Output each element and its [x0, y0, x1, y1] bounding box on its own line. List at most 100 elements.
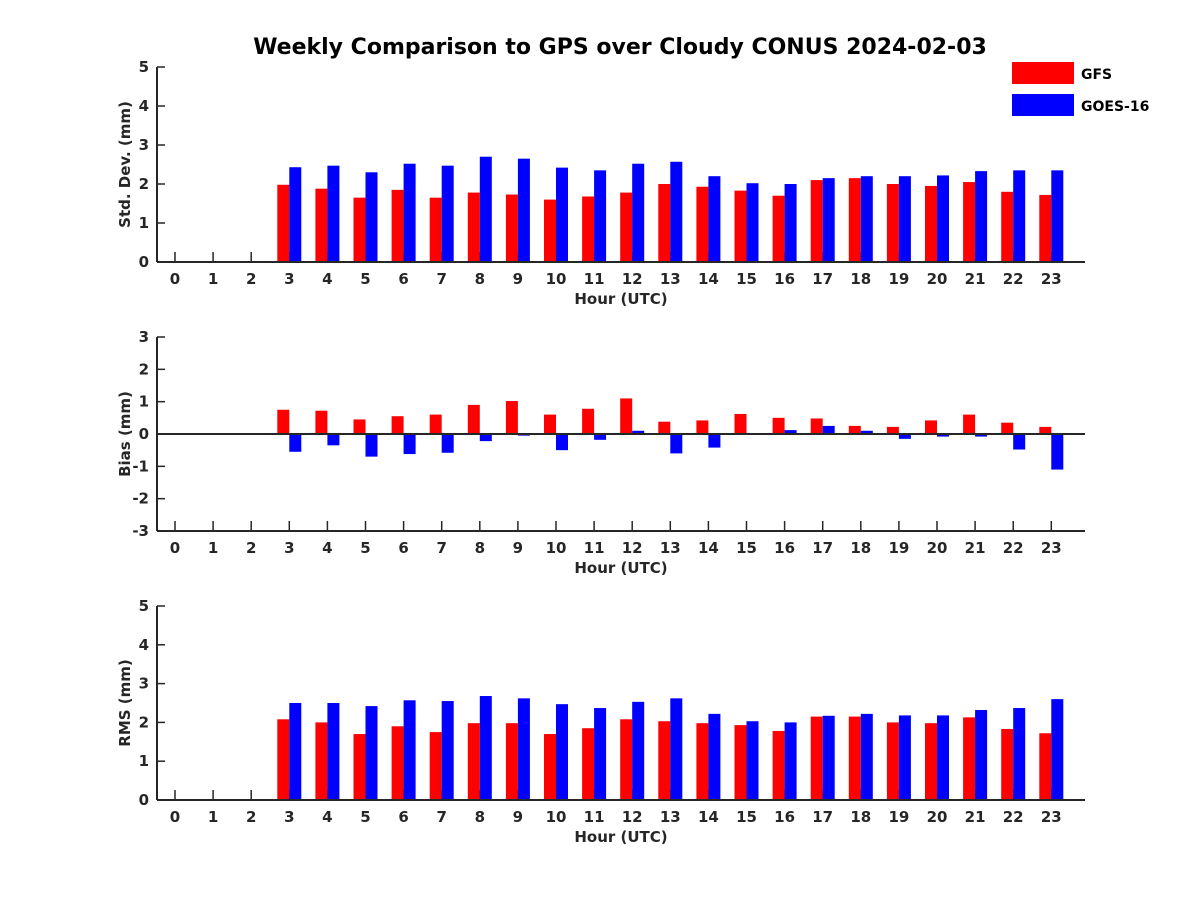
bar-goes-16-hour-15 [746, 183, 759, 262]
bar-gfs-hour-5 [353, 419, 366, 434]
x-tick-label: 15 [736, 539, 757, 557]
bar-gfs-hour-16 [772, 730, 785, 800]
bar-goes-16-hour-11 [594, 170, 607, 262]
bar-gfs-hour-13 [658, 421, 671, 434]
bar-goes-16-hour-7 [441, 165, 454, 262]
bar-goes-16-hour-5 [365, 434, 378, 457]
y-tick-label: 5 [139, 58, 149, 76]
bar-gfs-hour-9 [505, 723, 518, 800]
bar-gfs-hour-12 [620, 192, 633, 262]
x-tick-label: 3 [284, 270, 294, 288]
bar-goes-16-hour-6 [403, 700, 416, 800]
x-tick-label: 17 [812, 270, 833, 288]
bar-gfs-hour-21 [963, 717, 976, 800]
bar-gfs-hour-6 [391, 189, 404, 262]
y-tick-label: 2 [139, 360, 149, 378]
y-tick-label: 1 [139, 214, 149, 232]
x-tick-label: 2 [246, 270, 256, 288]
y-tick-label: 4 [139, 97, 149, 115]
bar-goes-16-hour-4 [327, 703, 340, 800]
x-tick-label: 12 [622, 539, 643, 557]
bar-goes-16-hour-12 [632, 430, 645, 434]
bar-goes-16-hour-21 [975, 171, 988, 262]
bar-gfs-hour-15 [734, 413, 747, 434]
x-tick-label: 18 [850, 270, 871, 288]
bar-goes-16-hour-23 [1051, 434, 1064, 470]
x-tick-label: 19 [888, 808, 909, 826]
bar-gfs-hour-15 [734, 190, 747, 262]
bar-goes-16-hour-23 [1051, 170, 1064, 262]
bar-gfs-hour-22 [1001, 422, 1014, 434]
bar-gfs-hour-13 [658, 184, 671, 262]
bar-goes-16-hour-10 [556, 704, 568, 800]
bar-goes-16-hour-13 [670, 434, 683, 454]
x-axis-label: Hour (UTC) [574, 559, 667, 577]
y-axis-label: RMS (mm) [116, 659, 134, 746]
bar-gfs-hour-23 [1039, 194, 1052, 262]
bar-goes-16-hour-10 [556, 434, 568, 451]
bar-gfs-hour-20 [925, 420, 937, 434]
x-tick-label: 9 [513, 270, 523, 288]
y-tick-label: -1 [132, 457, 149, 475]
bar-goes-16-hour-10 [556, 167, 568, 262]
bar-goes-16-hour-14 [708, 434, 721, 448]
x-tick-label: 5 [360, 539, 370, 557]
bar-goes-16-hour-5 [365, 706, 378, 800]
bar-gfs-hour-14 [696, 723, 709, 800]
y-tick-label: -3 [132, 522, 149, 540]
bar-goes-16-hour-13 [670, 698, 683, 800]
x-tick-label: 20 [927, 539, 948, 557]
bar-goes-16-hour-9 [517, 158, 530, 262]
y-tick-label: 2 [139, 175, 149, 193]
bar-goes-16-hour-20 [937, 434, 949, 437]
x-tick-label: 16 [774, 808, 795, 826]
y-tick-label: 5 [139, 597, 149, 615]
x-tick-label: 18 [850, 539, 871, 557]
x-tick-label: 21 [965, 539, 986, 557]
bar-gfs-hour-23 [1039, 733, 1052, 800]
bar-gfs-hour-22 [1001, 191, 1014, 262]
x-tick-label: 22 [1003, 539, 1024, 557]
x-tick-label: 11 [584, 808, 605, 826]
x-tick-label: 1 [208, 808, 218, 826]
x-tick-label: 19 [888, 539, 909, 557]
bar-goes-16-hour-16 [784, 722, 797, 800]
x-tick-label: 9 [513, 808, 523, 826]
x-tick-label: 7 [436, 539, 446, 557]
bar-goes-16-hour-3 [289, 434, 302, 452]
x-tick-label: 1 [208, 270, 218, 288]
bar-gfs-hour-11 [582, 196, 595, 262]
bar-gfs-hour-6 [391, 416, 404, 434]
x-tick-label: 2 [246, 808, 256, 826]
bar-goes-16-hour-13 [670, 161, 683, 262]
x-tick-label: 13 [660, 539, 681, 557]
bar-goes-16-hour-3 [289, 703, 302, 800]
bar-gfs-hour-8 [467, 723, 480, 800]
bar-gfs-hour-3 [277, 184, 290, 262]
x-tick-label: 11 [584, 539, 605, 557]
bar-goes-16-hour-20 [937, 715, 949, 800]
x-tick-label: 14 [698, 808, 719, 826]
bar-gfs-hour-18 [848, 178, 861, 262]
bar-goes-16-hour-11 [594, 434, 607, 440]
x-tick-label: 21 [965, 808, 986, 826]
bar-gfs-hour-11 [582, 728, 595, 800]
x-tick-label: 23 [1041, 808, 1062, 826]
x-tick-label: 16 [774, 539, 795, 557]
y-tick-label: -2 [132, 490, 149, 508]
x-tick-label: 6 [398, 270, 408, 288]
bar-goes-16-hour-17 [822, 425, 835, 434]
x-tick-label: 17 [812, 539, 833, 557]
x-tick-label: 22 [1003, 270, 1024, 288]
bar-gfs-hour-20 [925, 723, 937, 800]
x-tick-label: 15 [736, 808, 757, 826]
bar-goes-16-hour-4 [327, 165, 340, 262]
y-tick-label: 1 [139, 752, 149, 770]
bar-gfs-hour-6 [391, 726, 404, 800]
legend-swatch-gfs [1012, 62, 1074, 84]
bar-gfs-hour-17 [810, 716, 823, 800]
y-axis-label: Bias (mm) [116, 391, 134, 477]
x-tick-label: 6 [398, 808, 408, 826]
